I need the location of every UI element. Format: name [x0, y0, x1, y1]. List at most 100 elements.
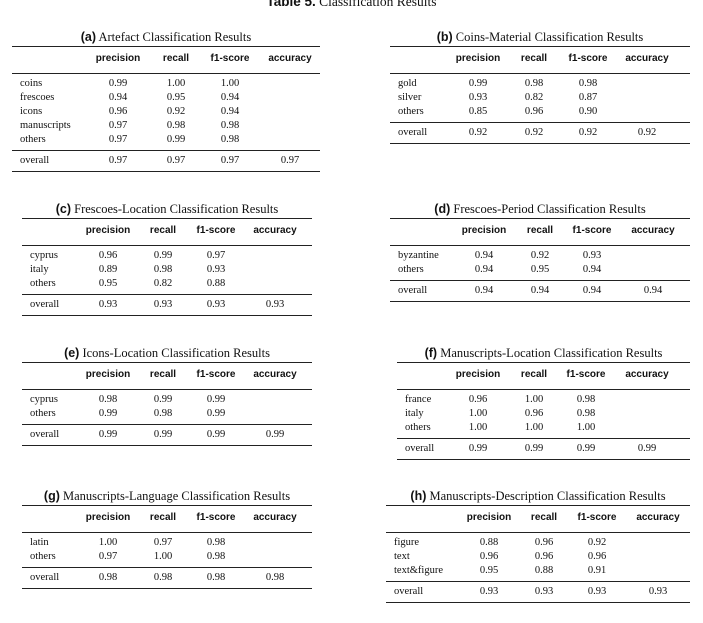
column-header-precision: precision: [461, 225, 507, 236]
overall-value: 0.93: [265, 299, 285, 310]
overall-value: 0.94: [474, 285, 494, 296]
table-header: precision recall f1-score accuracy: [22, 363, 312, 390]
column-header-accuracy: accuracy: [253, 225, 297, 236]
column-header-precision: precision: [85, 369, 131, 380]
cell-value: 0.91: [587, 565, 607, 576]
row-label: italy: [405, 408, 424, 419]
overall-value: 0.99: [524, 443, 544, 454]
column-header-recall: recall: [149, 369, 177, 380]
table-header: precision recall f1-score accuracy: [390, 219, 690, 246]
table-row: others 0.97 1.00 0.98: [22, 550, 312, 564]
cell-value: 1.00: [468, 422, 488, 433]
table-row: others 1.00 1.00 1.00: [397, 421, 690, 435]
overall-row: overall 0.92 0.92 0.92 0.92: [390, 123, 690, 143]
table-row: latin 1.00 0.97 0.98: [22, 536, 312, 550]
row-label: cyprus: [30, 250, 58, 261]
cell-value: 0.96: [108, 106, 128, 117]
table-row: byzantine 0.94 0.92 0.93: [390, 249, 690, 263]
overall-value: 0.99: [265, 429, 285, 440]
table-row: italy 1.00 0.96 0.98: [397, 407, 690, 421]
cell-value: 0.96: [534, 551, 554, 562]
cell-value: 0.98: [576, 408, 596, 419]
cell-value: 0.97: [108, 134, 128, 145]
cell-value: 0.94: [474, 264, 494, 275]
table-row: others 0.97 0.99 0.98: [12, 133, 320, 147]
row-label: others: [30, 551, 56, 562]
overall-value: 0.97: [108, 155, 128, 166]
panel-caption: (c) Frescoes-Location Classification Res…: [22, 202, 312, 216]
panel-caption-text: Frescoes-Location Classification Results: [74, 202, 279, 216]
overall-label: overall: [30, 429, 60, 440]
column-header-accuracy: accuracy: [631, 225, 675, 236]
cell-value: 0.97: [108, 120, 128, 131]
cell-value: 0.98: [576, 394, 596, 405]
overall-row: overall 0.99 0.99 0.99 0.99: [22, 425, 312, 445]
cell-value: 0.99: [206, 394, 226, 405]
overall-row: overall 0.98 0.98 0.98 0.98: [22, 568, 312, 588]
row-label: others: [398, 264, 424, 275]
table-row: france 0.96 1.00 0.98: [397, 393, 690, 407]
panel-caption: (e) Icons-Location Classification Result…: [22, 346, 312, 360]
table-row: others 0.85 0.96 0.90: [390, 105, 690, 119]
cell-value: 0.94: [582, 264, 602, 275]
overall-row: overall 0.94 0.94 0.94 0.94: [390, 281, 690, 301]
table-header: precision recall f1-score accuracy: [22, 219, 312, 246]
overall-value: 0.92: [468, 127, 488, 138]
results-table: precision recall f1-score accuracy byzantine…: [390, 218, 690, 302]
panel-tag: (f): [424, 346, 438, 360]
overall-value: 0.98: [153, 572, 173, 583]
column-header-accuracy: accuracy: [253, 369, 297, 380]
column-header-recall: recall: [520, 369, 548, 380]
row-label: latin: [30, 537, 49, 548]
cell-value: 0.94: [474, 250, 494, 261]
table-row: others 0.95 0.82 0.88: [22, 277, 312, 291]
column-header-precision: precision: [95, 53, 141, 64]
table-row: text&figure 0.95 0.88 0.91: [386, 564, 690, 578]
row-label: byzantine: [398, 250, 439, 261]
cell-value: 0.95: [479, 565, 499, 576]
row-label: text: [394, 551, 410, 562]
overall-value: 0.98: [98, 572, 118, 583]
column-header-recall: recall: [149, 225, 177, 236]
cell-value: 0.92: [530, 250, 550, 261]
table-row: italy 0.89 0.98 0.93: [22, 263, 312, 277]
cell-value: 0.85: [468, 106, 488, 117]
panel-caption: (g) Manuscripts-Language Classification …: [22, 489, 312, 503]
panel-caption-text: Manuscripts-Description Classification R…: [429, 489, 666, 503]
cell-value: 0.98: [220, 134, 240, 145]
column-header-recall: recall: [530, 512, 558, 523]
table-body: coins 0.99 1.00 1.00 frescoes 0.94 0.95 0.94 ico…: [12, 74, 320, 151]
cell-value: 0.88: [206, 278, 226, 289]
column-header-f1-score: f1-score: [566, 369, 606, 380]
column-header-recall: recall: [520, 53, 548, 64]
row-label: cyprus: [30, 394, 58, 405]
cell-value: 0.82: [153, 278, 173, 289]
cell-value: 0.95: [530, 264, 550, 275]
row-label: icons: [20, 106, 43, 117]
cell-value: 0.97: [153, 537, 173, 548]
overall-label: overall: [20, 155, 50, 166]
row-label: figure: [394, 537, 420, 548]
cell-value: 0.99: [153, 250, 173, 261]
row-label: italy: [30, 264, 49, 275]
overall-value: 0.93: [153, 299, 173, 310]
table-body: cyprus 0.96 0.99 0.97 italy 0.89 0.98 0.93 other…: [22, 246, 312, 295]
table-header: precision recall f1-score accuracy: [12, 47, 320, 74]
overall-row: overall 0.97 0.97 0.97 0.97: [12, 151, 320, 171]
cell-value: 0.99: [153, 394, 173, 405]
column-header-f1-score: f1-score: [196, 225, 236, 236]
panel-caption: (f) Manuscripts-Location Classification …: [397, 346, 690, 360]
cell-value: 0.96: [479, 551, 499, 562]
table-row: silver 0.93 0.82 0.87: [390, 91, 690, 105]
column-header-accuracy: accuracy: [253, 512, 297, 523]
cell-value: 0.99: [468, 78, 488, 89]
table-row: frescoes 0.94 0.95 0.94: [12, 91, 320, 105]
table-title: Table 5. Classification Results: [0, 0, 703, 10]
panel-caption-text: Icons-Location Classification Results: [82, 346, 270, 360]
panel-caption: (b) Coins-Material Classification Result…: [390, 30, 690, 44]
overall-row: overall 0.93 0.93 0.93 0.93: [22, 295, 312, 315]
overall-value: 0.94: [530, 285, 550, 296]
overall-label: overall: [30, 572, 60, 583]
row-label: silver: [398, 92, 422, 103]
overall-label: overall: [394, 586, 424, 597]
